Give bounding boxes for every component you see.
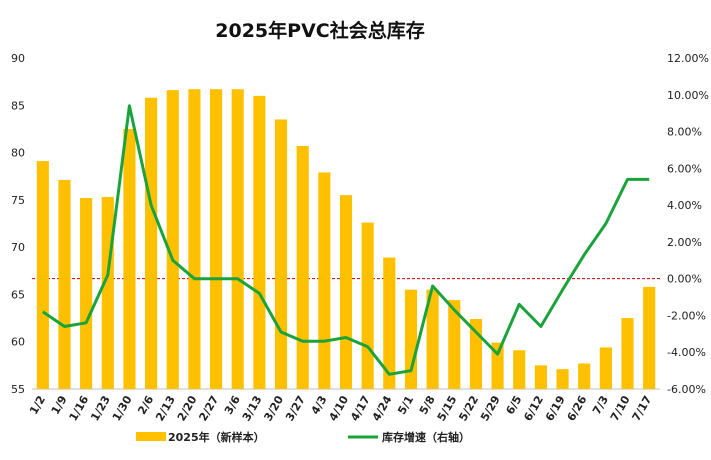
bar xyxy=(318,172,331,389)
bar xyxy=(101,197,114,389)
bar xyxy=(578,363,591,389)
bar xyxy=(188,89,201,390)
y-right-tick-label: 6.00% xyxy=(667,162,702,175)
y-right-tick-label: 10.00% xyxy=(667,89,709,102)
x-tick-label: 6/12 xyxy=(521,394,546,424)
bar xyxy=(404,289,418,389)
bar xyxy=(534,365,547,389)
bar xyxy=(210,89,223,390)
axes: 55 60 65 70 75 80 85 90 -6.00% -4.00% -2.00% 0.00% 2… xyxy=(11,52,709,396)
x-tick-label: 3/6 xyxy=(222,393,243,417)
bar xyxy=(491,342,504,389)
y-left-tick-label: 85 xyxy=(11,99,25,112)
x-tick-label: 1/16 xyxy=(67,393,92,423)
x-axis-labels: 1/2 1/91/161/231/30 2/62/132/202/27 3/63/13… xyxy=(27,393,654,423)
y-right-tick-label: 2.00% xyxy=(667,236,702,249)
x-tick-label: 6/19 xyxy=(543,394,568,424)
bar xyxy=(58,179,71,389)
bar xyxy=(36,161,49,389)
x-tick-label: 5/1 xyxy=(395,394,416,417)
y-left-tick-label: 60 xyxy=(11,336,25,349)
x-tick-label: 5/29 xyxy=(478,393,503,423)
bar xyxy=(361,222,374,389)
bar xyxy=(123,128,136,389)
x-tick-label: 2/6 xyxy=(135,393,156,417)
x-tick-label: 5/8 xyxy=(417,394,438,417)
x-tick-label: 6/5 xyxy=(504,394,525,417)
y-right-tick-label: 8.00% xyxy=(667,126,702,139)
y-left-tick-label: 80 xyxy=(11,147,25,160)
bar xyxy=(231,89,244,390)
x-tick-label: 1/2 xyxy=(27,394,48,417)
legend-bar-label: 2025年（新样本） xyxy=(168,430,265,444)
x-tick-label: 7/10 xyxy=(608,393,633,423)
bar xyxy=(426,289,439,389)
y-left-tick-label: 75 xyxy=(11,194,25,207)
bar xyxy=(448,300,461,389)
x-tick-label: 1/30 xyxy=(110,393,135,423)
y-right-tick-label: 12.00% xyxy=(667,52,709,65)
x-tick-label: 4/24 xyxy=(370,393,395,423)
legend-bar-swatch xyxy=(136,432,166,441)
x-tick-label: 1/9 xyxy=(49,394,70,417)
bar xyxy=(556,369,569,389)
bar xyxy=(166,90,179,389)
x-tick-label: 6/26 xyxy=(565,393,590,423)
bar xyxy=(383,257,396,389)
y-left-tick-label: 70 xyxy=(11,241,25,254)
y-left-tick-label: 90 xyxy=(11,52,25,65)
bar xyxy=(145,97,158,389)
legend-line-label: 库存增速（右轴） xyxy=(382,430,470,444)
bar-series xyxy=(36,89,656,390)
x-tick-label: 3/13 xyxy=(240,394,265,424)
y-right-tick-label: -6.00% xyxy=(667,383,706,396)
growth-line xyxy=(41,104,650,376)
bar xyxy=(339,195,353,389)
x-tick-label: 7/17 xyxy=(630,394,655,424)
legend: 2025年（新样本） 库存增速（右轴） xyxy=(136,430,470,444)
bar xyxy=(80,197,93,389)
bar xyxy=(599,347,612,389)
x-tick-label: 4/17 xyxy=(348,394,373,424)
y-left-tick-label: 55 xyxy=(11,383,25,396)
x-tick-label: 3/27 xyxy=(283,394,308,424)
y-left-tick-label: 65 xyxy=(11,288,25,301)
x-tick-label: 5/22 xyxy=(456,394,481,424)
x-tick-label: 4/3 xyxy=(309,394,330,417)
x-tick-label: 2/27 xyxy=(197,394,222,424)
bar xyxy=(274,119,288,389)
y-right-tick-label: -2.00% xyxy=(667,309,706,322)
chart-title: 2025年PVC社会总库存 xyxy=(215,19,424,42)
x-tick-label: 7/3 xyxy=(590,394,611,417)
y-right-tick-label: -4.00% xyxy=(667,346,706,359)
x-tick-label: 2/20 xyxy=(175,393,200,423)
bar xyxy=(296,145,309,389)
x-tick-label: 5/15 xyxy=(435,394,460,424)
x-tick-label: 4/10 xyxy=(326,393,351,423)
y-right-tick-label: 0.00% xyxy=(667,273,702,286)
y-right-tick-label: 4.00% xyxy=(667,199,702,212)
x-tick-label: 3/20 xyxy=(261,393,286,423)
line-series xyxy=(41,104,650,376)
bar xyxy=(621,318,634,389)
x-tick-label: 1/23 xyxy=(88,394,113,424)
x-tick-label: 2/13 xyxy=(153,394,178,424)
bar xyxy=(513,350,526,389)
bar xyxy=(643,286,656,389)
bar xyxy=(253,95,266,389)
